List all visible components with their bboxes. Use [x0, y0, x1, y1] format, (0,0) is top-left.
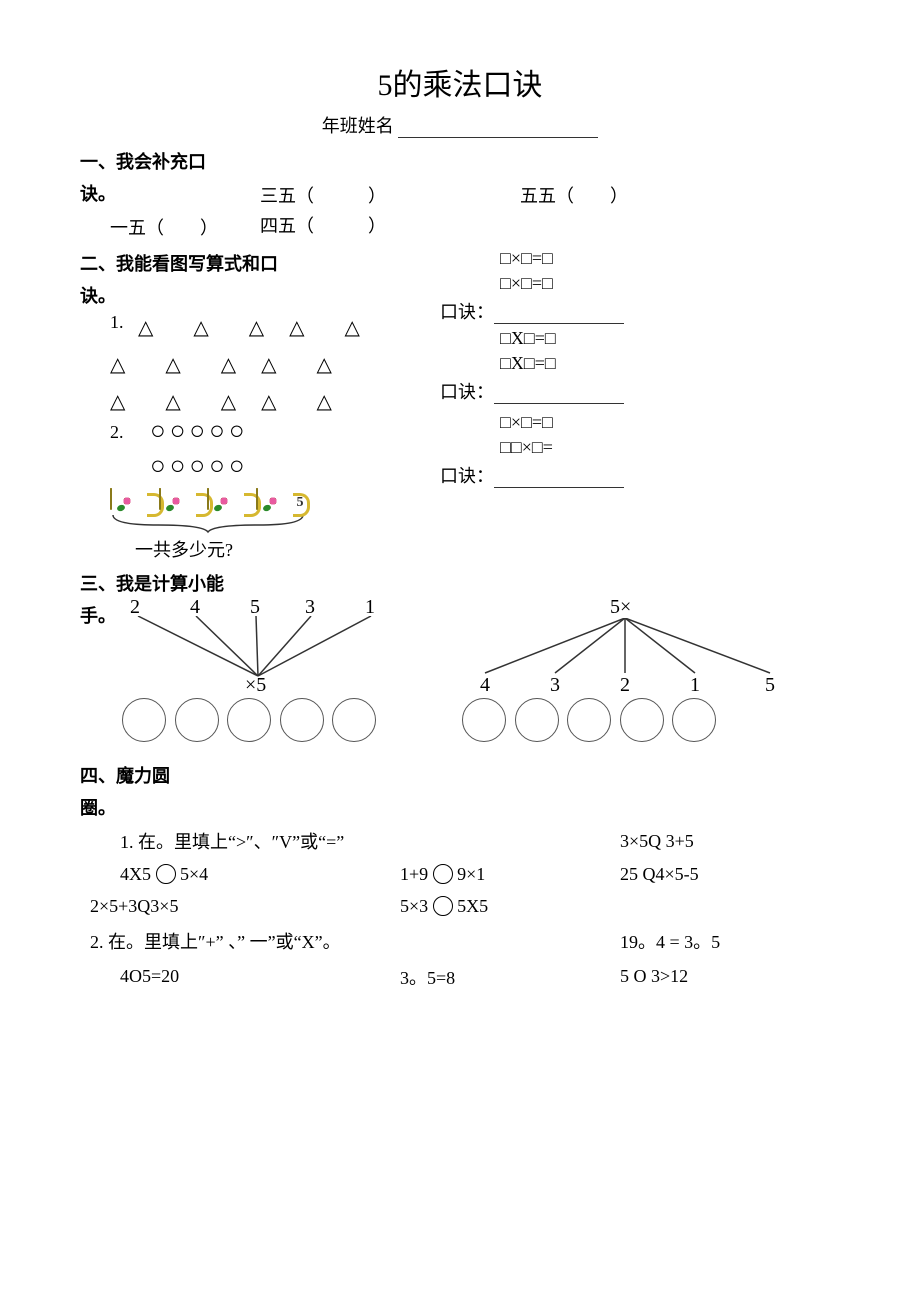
fan-left-center: ×5 — [245, 674, 266, 697]
fan-right-num: 1 — [690, 674, 700, 697]
answer-circle[interactable] — [227, 698, 271, 742]
q4-a-right: 5×4 — [180, 864, 208, 884]
blank-3-5[interactable]: 三五（ ） — [260, 182, 520, 208]
compare-circle[interactable] — [433, 864, 453, 884]
circle-row-1: ○○○○○ — [150, 415, 440, 446]
triangle-row-2: △ △ △ △ △ — [110, 348, 440, 377]
page-title: 5的乘法口诀 — [80, 60, 840, 104]
section2-head-line2: 诀。 — [80, 282, 440, 308]
cups-row: 5 — [110, 489, 440, 510]
fan-right-num: 5 — [765, 674, 775, 697]
q4-2-item-c[interactable]: 19。4 = 3。5 — [620, 928, 780, 954]
q4-item-f[interactable]: 25 Q4×5-5 — [620, 864, 780, 885]
blank-4-5[interactable]: 四五（ ） — [260, 212, 520, 238]
circle-row-2: ○○○○○ — [150, 450, 440, 481]
compare-circle[interactable] — [156, 864, 176, 884]
section3-head-line1: 三、我是计算小能 — [80, 570, 840, 596]
q4-2-item-d[interactable]: 5 O 3>12 — [620, 966, 780, 987]
cup-icon — [207, 489, 251, 510]
q4-2-item-b[interactable]: 3。5=8 — [400, 964, 600, 990]
q4-item-d[interactable]: 5×3 5X5 — [400, 896, 600, 918]
cup-icon — [159, 489, 203, 510]
answer-circle[interactable] — [175, 698, 219, 742]
answer-circle[interactable] — [280, 698, 324, 742]
answer-circle[interactable] — [515, 698, 559, 742]
subtitle: 年班姓名 — [80, 112, 840, 138]
compare-circle[interactable] — [433, 896, 453, 916]
q4-1-label: 1. 在。里填上“>″、″V”或“=” — [120, 828, 600, 854]
q4-d-right: 5X5 — [457, 896, 488, 916]
answer-circle[interactable] — [122, 698, 166, 742]
blank-1-5[interactable]: 一五（ ） — [110, 214, 260, 240]
brace-label: 一共多少元? — [135, 536, 440, 562]
q4-2-item-a[interactable]: 4O5=20 — [120, 966, 380, 987]
section3-head-line2: 手。 — [80, 602, 130, 628]
triangle-row-1: △ △ △ △ △ — [138, 311, 440, 340]
koujue-blank-3[interactable] — [494, 469, 624, 488]
q4-a-left: 4X5 — [120, 864, 151, 884]
section2-head-line1: 二、我能看图写算式和口 — [80, 250, 440, 276]
name-blank-line[interactable] — [398, 119, 598, 138]
koujue-label-1: 口诀： — [440, 302, 494, 322]
eq-box-2a[interactable]: □X□=□ — [500, 328, 800, 349]
triangle-row-3: △ △ △ △ △ — [110, 385, 440, 414]
eq-box-3a[interactable]: □×□=□ — [500, 412, 800, 433]
section1-head-line2: 诀。 — [80, 180, 260, 206]
eq-box-3b[interactable]: □□×□= — [500, 437, 800, 458]
section4-head-line1: 四、魔力圆 — [80, 762, 840, 788]
fan-right-num: 2 — [620, 674, 630, 697]
item1-label: 1. — [110, 312, 124, 332]
eq-box-2b[interactable]: □X□=□ — [500, 353, 800, 374]
answer-circle[interactable] — [567, 698, 611, 742]
cup-icon — [110, 489, 154, 510]
eq-box-1b[interactable]: □×□=□ — [500, 273, 800, 294]
section1-head-line1: 一、我会补充口 — [80, 148, 840, 174]
fan-right-top: 5× — [610, 596, 631, 619]
koujue-label-3: 口诀： — [440, 466, 494, 486]
q4-2-label: 2. 在。里填上″+” 、” 一”或“X”。 — [90, 928, 600, 954]
fan-right-num: 4 — [480, 674, 490, 697]
q4-b-right: 9×1 — [457, 864, 485, 884]
item2-label: 2. — [110, 422, 124, 442]
koujue-blank-2[interactable] — [494, 385, 624, 404]
blank-5-5[interactable]: 五五（ ） — [520, 182, 720, 208]
subtitle-prefix: 年班姓名 — [322, 116, 394, 136]
q4-d-left: 5×3 — [400, 896, 428, 916]
q4-item-c[interactable]: 2×5+3Q3×5 — [90, 896, 380, 917]
eq-box-1a[interactable]: □×□=□ — [500, 248, 800, 269]
section4-head-line2: 圈。 — [80, 794, 840, 820]
answer-circle[interactable] — [620, 698, 664, 742]
answer-circle[interactable] — [462, 698, 506, 742]
koujue-label-2: 口诀： — [440, 382, 494, 402]
fan-diagram-left: 2 4 5 3 1 ×5 — [130, 596, 430, 726]
answer-circle[interactable] — [672, 698, 716, 742]
koujue-blank-1[interactable] — [494, 305, 624, 324]
q4-item-b[interactable]: 1+9 9×1 — [400, 864, 600, 886]
cup-icon: 5 — [256, 489, 300, 510]
answer-circle[interactable] — [332, 698, 376, 742]
q4-item-e[interactable]: 3×5Q 3+5 — [620, 831, 780, 852]
fan-right-num: 3 — [550, 674, 560, 697]
fan-diagram-right: 5× 4 3 2 1 5 — [470, 596, 790, 726]
q4-b-left: 1+9 — [400, 864, 428, 884]
q4-item-a[interactable]: 4X5 5×4 — [120, 864, 380, 886]
